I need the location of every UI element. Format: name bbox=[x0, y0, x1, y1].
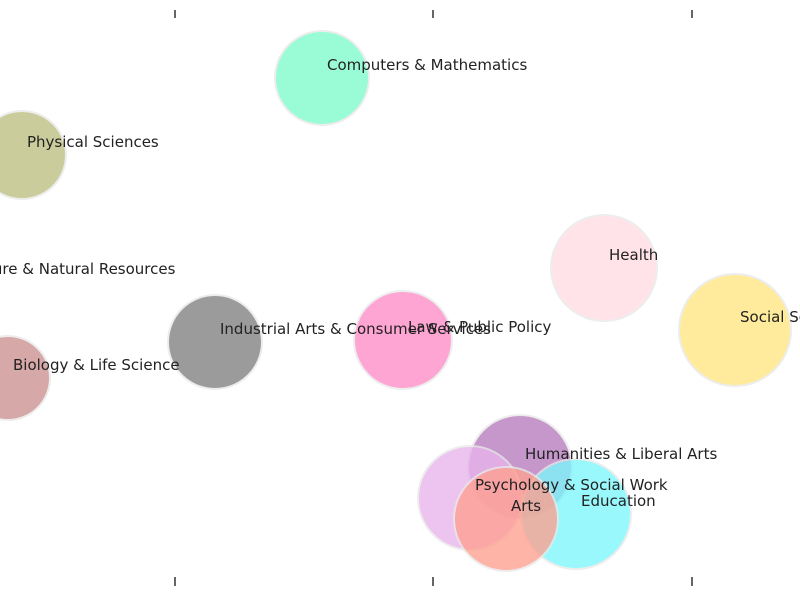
bubble-7 bbox=[0, 335, 51, 421]
bubble-label-4: Social Science bbox=[740, 308, 800, 326]
bubble-label-6: Law & Public Policy bbox=[408, 318, 551, 336]
label-layer: Computers & Mathematics Physical Sciences… bbox=[0, 56, 800, 515]
bubble-label-10: Education bbox=[581, 492, 656, 510]
bubble-1 bbox=[0, 110, 67, 200]
bubble-label-5: Industrial Arts & Consumer Services bbox=[220, 320, 491, 338]
bubble-label-8: Humanities & Liberal Arts bbox=[525, 445, 717, 463]
bubble-label-3: Health bbox=[609, 246, 658, 264]
bubble-label-9: Psychology & Social Work bbox=[475, 476, 668, 494]
bubble-label-2: Agriculture & Natural Resources bbox=[0, 260, 176, 278]
bubble-label-7: Biology & Life Science bbox=[13, 356, 180, 374]
bubble-11 bbox=[453, 466, 559, 572]
bubble-label-0: Computers & Mathematics bbox=[327, 56, 527, 74]
bubble-0 bbox=[274, 30, 370, 126]
bubble-5 bbox=[167, 294, 263, 390]
axis-ticks bbox=[174, 10, 693, 586]
bubble-6 bbox=[353, 290, 453, 390]
bubble-label-11: Arts bbox=[511, 497, 541, 515]
bubble-4 bbox=[678, 273, 792, 387]
bubble-layer bbox=[0, 30, 792, 572]
bubble-label-1: Physical Sciences bbox=[27, 133, 159, 151]
bubble-3 bbox=[550, 214, 658, 322]
